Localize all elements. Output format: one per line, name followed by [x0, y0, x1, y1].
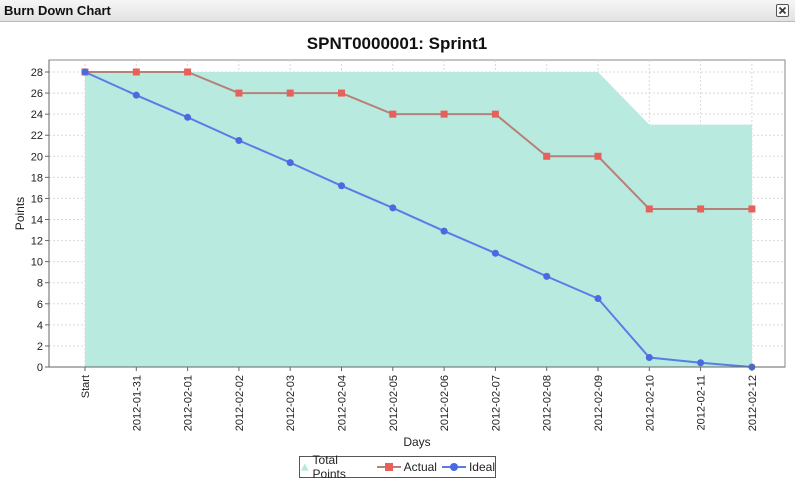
actual-point: [338, 89, 345, 97]
ideal-point: [235, 136, 243, 144]
chart-legend: Total Points Actual Ideal: [299, 453, 496, 481]
y-tick-label: 6: [37, 299, 43, 311]
legend-item-actual: Actual: [376, 460, 437, 474]
title-bar: Burn Down Chart: [0, 0, 795, 22]
y-tick-label: 12: [31, 236, 43, 248]
burn-down-chart: SPNT0000001: Sprint1 0246810121416182022…: [13, 34, 786, 449]
actual-point: [645, 205, 653, 213]
x-tick-label: 2012-02-12: [747, 375, 759, 431]
legend-actual-label: Actual: [403, 460, 437, 474]
ideal-point: [491, 249, 499, 257]
x-tick-label: 2012-02-07: [490, 375, 502, 431]
chart-title: SPNT0000001: Sprint1: [307, 34, 487, 53]
x-tick-label: 2012-02-05: [388, 375, 400, 431]
actual-line: [85, 71, 752, 210]
actual-point: [132, 68, 140, 76]
ideal-point: [338, 182, 345, 190]
actual-point: [748, 205, 756, 213]
y-tick-label: 14: [31, 215, 43, 227]
x-tick-label: 2012-01-31: [131, 375, 143, 431]
legend-actual-swatch: [376, 463, 401, 471]
x-tick-label: 2012-02-06: [439, 375, 451, 431]
y-tick-label: 2: [37, 341, 43, 353]
legend-total-label: Total Points: [312, 453, 346, 481]
actual-point: [389, 110, 397, 118]
ideal-point: [286, 159, 294, 167]
y-tick-label: 24: [31, 109, 43, 121]
y-tick-label: 22: [31, 130, 43, 142]
series-lines-layer: [81, 68, 756, 371]
y-tick-label: 26: [31, 88, 43, 100]
legend-ideal-label: Ideal: [468, 460, 495, 474]
window-title: Burn Down Chart: [4, 3, 111, 18]
y-axis-label: Points: [13, 197, 27, 230]
y-tick-label: 8: [37, 278, 43, 290]
actual-point: [543, 152, 551, 160]
actual-point: [184, 68, 192, 76]
ideal-point: [81, 68, 89, 76]
ideal-point: [543, 272, 551, 280]
x-tick-label: 2012-02-10: [644, 375, 656, 431]
ideal-point: [184, 113, 192, 121]
y-tick-label: 28: [31, 67, 43, 79]
x-axis-label: Days: [403, 435, 430, 449]
legend-item-total: Total Points: [300, 453, 372, 481]
x-tick-label: 2012-02-01: [183, 375, 195, 431]
y-tick-label: 16: [31, 193, 43, 205]
ideal-point: [440, 227, 448, 235]
y-tick-label: 4: [37, 320, 43, 332]
ideal-line: [84, 71, 752, 368]
y-tick-label: 20: [31, 151, 43, 163]
x-tick-label: 2012-02-02: [234, 375, 246, 431]
legend-ideal-swatch: [441, 463, 466, 471]
ideal-point: [697, 359, 705, 367]
x-tick-label: 2012-02-03: [285, 375, 297, 431]
actual-point: [440, 110, 448, 118]
ideal-point: [389, 204, 397, 212]
x-tick-label: 2012-02-09: [593, 375, 605, 431]
actual-point: [286, 89, 294, 97]
close-button[interactable]: [776, 4, 789, 17]
ideal-point: [132, 91, 140, 99]
x-tick-label: 2012-02-08: [542, 375, 554, 431]
y-tick-label: 0: [37, 362, 43, 374]
x-tick-label: 2012-02-04: [337, 375, 349, 431]
ideal-point: [594, 295, 602, 303]
y-tick-label: 10: [31, 257, 43, 269]
actual-point: [235, 89, 243, 97]
ideal-point: [645, 354, 653, 362]
close-icon: [778, 6, 787, 15]
actual-point: [491, 110, 499, 118]
actual-point: [594, 152, 602, 160]
actual-point: [697, 205, 705, 213]
x-tick-label: 2012-02-11: [696, 375, 708, 430]
legend-total-swatch: [300, 463, 309, 471]
legend-item-ideal: Ideal: [441, 460, 495, 474]
x-tick-label: Start: [80, 375, 92, 398]
y-tick-label: 18: [31, 172, 43, 184]
